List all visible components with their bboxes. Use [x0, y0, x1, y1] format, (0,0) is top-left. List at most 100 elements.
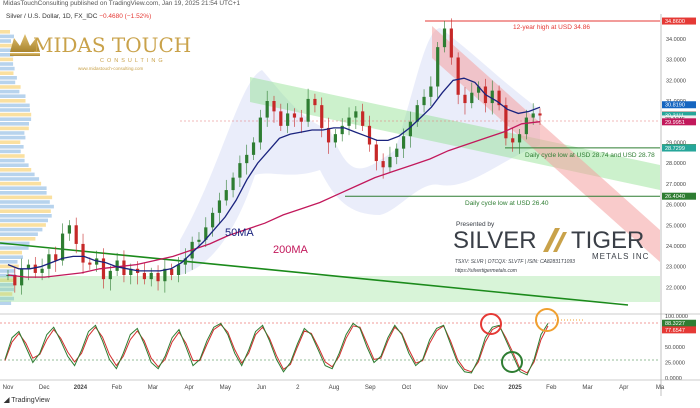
volume-profile-bar: [0, 200, 50, 204]
volume-profile-bar: [0, 163, 29, 167]
price-tick-label: 32.0000: [666, 78, 686, 84]
svg-text:34.8600: 34.8600: [665, 19, 685, 25]
cycle-low-2-annotation: Daily cycle low at USD 26.40: [465, 200, 549, 207]
volume-profile-bar: [0, 168, 32, 172]
volume-profile-bar: [0, 177, 40, 181]
price-tag: 34.8600: [662, 17, 696, 25]
time-tick-label: Dec: [474, 385, 485, 391]
time-tick-label: Dec: [39, 385, 50, 391]
symbol-name: Silver / U.S. Dollar, 1D, FX_IDC: [6, 13, 98, 20]
tradingview-icon: ◢: [4, 397, 10, 404]
candle: [388, 146, 392, 173]
volume-profile-bar: [0, 117, 32, 121]
time-tick-label: Nov: [437, 385, 448, 391]
svg-text:88.3227: 88.3227: [665, 321, 685, 327]
volume-profile-bar: [0, 122, 29, 126]
candle: [108, 265, 112, 291]
candle: [279, 103, 283, 132]
time-tick-label: Feb: [546, 385, 557, 391]
volume-profile-bar: [0, 227, 43, 232]
tradingview-footer[interactable]: ◢ TradingView: [0, 396, 700, 408]
tiger-sub: METALS INC: [592, 252, 649, 261]
volume-profile-bar: [0, 62, 14, 66]
candle: [524, 109, 528, 140]
candle: [142, 262, 147, 285]
candle: [361, 103, 365, 132]
volume-profile-bar: [0, 237, 36, 241]
crown-icon: [10, 34, 40, 52]
time-tick-label: Sep: [365, 385, 376, 391]
candle: [129, 263, 133, 285]
volume-profile-bar: [0, 71, 14, 75]
overbought-circle: [480, 313, 502, 335]
price-axis[interactable]: 34.000033.000032.000031.000030.000029.00…: [660, 14, 700, 396]
volume-profile-bar: [0, 232, 38, 236]
candle: [88, 257, 92, 270]
candle: [354, 106, 358, 129]
volume-profile-bar: [0, 301, 12, 305]
price-tick-label: 24.0000: [666, 244, 686, 250]
candle: [326, 117, 331, 154]
volume-profile-bar: [0, 140, 21, 144]
candle: [456, 52, 460, 105]
volume-profile-bar: [0, 296, 14, 301]
candle: [340, 118, 344, 142]
price-tick-label: 26.0000: [666, 203, 686, 209]
midas-url: www.midastouch-consulting.com: [78, 66, 144, 71]
volume-profile-bar: [0, 287, 14, 292]
volume-profile-bar: [0, 223, 46, 227]
candle: [490, 80, 494, 115]
candle: [477, 81, 481, 100]
time-axis[interactable]: Nov Dec 2024 Feb Mar Apr May Jun 2 Aug Sep Oct Nov De…: [0, 379, 700, 391]
price-tick-label: 34.0000: [666, 37, 686, 43]
candle: [286, 103, 290, 134]
svg-text:30.8190: 30.8190: [665, 103, 685, 109]
midas-touch-logo: MIDAS TOUCH CONSULTING www.midastouch-co…: [10, 33, 191, 71]
time-tick-label: Ma: [656, 385, 665, 391]
price-tick-label: 25.0000: [666, 223, 686, 229]
time-tick-label: Feb: [111, 385, 122, 391]
volume-profile-bar: [0, 30, 10, 34]
candle: [511, 128, 515, 152]
price-tick-label: 28.0000: [666, 161, 686, 167]
price-tick-label: 23.0000: [666, 265, 686, 271]
svg-text:25.0000: 25.0000: [665, 361, 685, 367]
candle: [74, 217, 78, 254]
midas-title: MIDAS TOUCH: [33, 33, 191, 57]
candle: [429, 76, 433, 107]
stoch-tag: 50.0000: [665, 345, 685, 351]
candle: [251, 137, 256, 161]
volume-profile-bar: [0, 172, 35, 177]
candle: [156, 265, 160, 291]
candle: [313, 93, 317, 113]
symbol-line: Silver / U.S. Dollar, 1D, FX_IDC −0.4680…: [6, 13, 151, 20]
candle: [497, 85, 501, 111]
candle: [217, 192, 222, 225]
volume-profile-bar: [0, 80, 16, 85]
candle: [333, 128, 337, 148]
ma200-annotation: 200MA: [273, 244, 309, 256]
candle: [401, 128, 406, 158]
oversold-circle: [501, 351, 523, 373]
volume-profile-bar: [0, 204, 54, 209]
candle: [204, 217, 208, 248]
volume-profile-bar: [0, 241, 30, 246]
stoch-tag: 88.3227: [662, 319, 696, 327]
time-tick-label: Nov: [3, 385, 14, 391]
time-tick-label: 2: [296, 385, 300, 391]
volume-profile-bar: [0, 191, 47, 195]
candle: [408, 111, 413, 148]
time-tick-label: 2025: [508, 385, 522, 391]
volume-profile-bar: [0, 269, 16, 273]
tradingview-label: TradingView: [11, 397, 50, 404]
candle: [67, 220, 71, 241]
time-tick-label: Jun: [257, 385, 267, 391]
bollinger-band: [180, 28, 540, 275]
volume-profile-bar: [0, 57, 14, 62]
svg-text:77.6547: 77.6547: [665, 328, 685, 334]
candle: [347, 107, 351, 136]
volume-profile-bar: [0, 283, 14, 287]
candle: [374, 139, 378, 171]
